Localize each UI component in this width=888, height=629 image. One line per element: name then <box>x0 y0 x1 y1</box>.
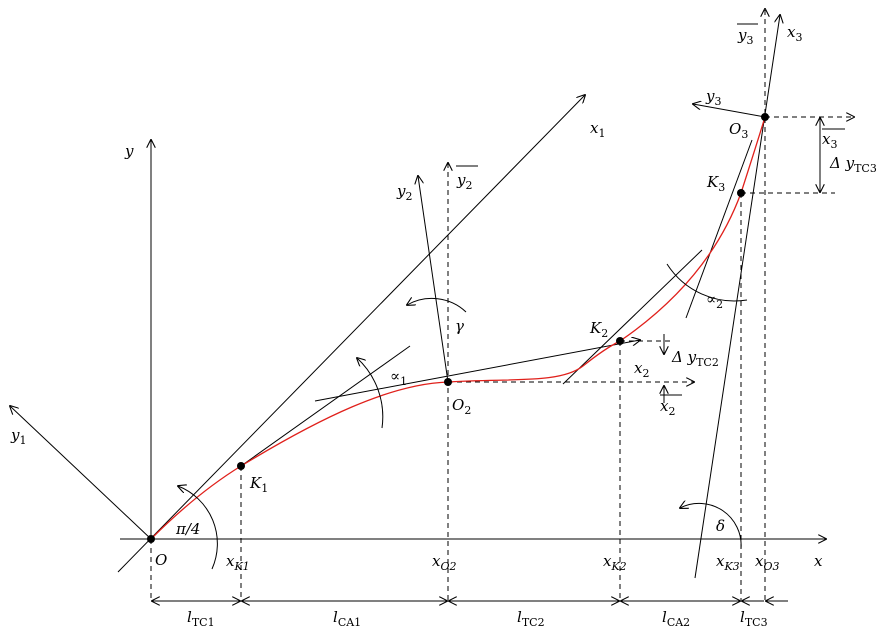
label-y: y <box>124 142 134 160</box>
label-xK1: xK1 <box>226 552 250 573</box>
label-K2: K2 <box>589 319 608 340</box>
point-K1 <box>237 462 245 470</box>
label-K3: K3 <box>706 173 725 194</box>
label-lCA2: lCA2 <box>662 608 690 629</box>
label-x2bar: x2 <box>660 397 675 418</box>
label-O3: O3 <box>729 120 748 141</box>
label-xK2: xK2 <box>603 552 627 573</box>
label-xO3: xO3 <box>755 552 780 573</box>
label-y3bar: y3 <box>737 26 753 47</box>
label-lTC3: lTC3 <box>740 608 768 629</box>
y2-axis <box>418 176 448 382</box>
label-lTC2: lTC2 <box>517 608 545 629</box>
label-gamma: γ <box>455 317 464 335</box>
label-x2: x2 <box>634 359 649 380</box>
y1-axis <box>10 406 151 539</box>
label-alpha2: ∝2 <box>706 290 723 311</box>
label-O: O <box>155 551 167 569</box>
label-dy-tc3: Δ yTC3 <box>829 154 877 175</box>
tangent-k1 <box>241 346 410 466</box>
label-y2: y2 <box>396 182 412 203</box>
x2-axis <box>315 340 640 401</box>
label-y1: y1 <box>10 426 26 447</box>
angle-delta-arc <box>680 503 741 549</box>
point-O3 <box>761 113 769 121</box>
point-O <box>147 535 155 543</box>
label-xO2: xO2 <box>432 552 457 573</box>
label-K1: K1 <box>249 474 268 495</box>
label-lCA1: lCA1 <box>333 608 361 629</box>
label-delta: δ <box>716 517 725 535</box>
label-x3bar: x3 <box>822 130 837 151</box>
label-pi4: π/4 <box>175 520 200 538</box>
label-y3: y3 <box>705 87 721 108</box>
point-O2 <box>444 378 452 386</box>
label-y2bar: y2 <box>456 171 472 192</box>
label-alpha1: ∝1 <box>390 367 407 388</box>
label-lTC1: lTC1 <box>187 608 215 629</box>
label-x-axis: x <box>814 552 823 570</box>
label-x1: x1 <box>590 119 605 140</box>
y3-axis <box>693 104 765 117</box>
label-dy-tc2: Δ yTC2 <box>671 348 719 369</box>
label-xK3: xK3 <box>716 552 740 573</box>
point-K3 <box>737 189 745 197</box>
label-O2: O2 <box>452 396 471 417</box>
label-x3: x3 <box>787 23 802 44</box>
point-K2 <box>616 337 624 345</box>
x1-axis <box>118 95 585 572</box>
